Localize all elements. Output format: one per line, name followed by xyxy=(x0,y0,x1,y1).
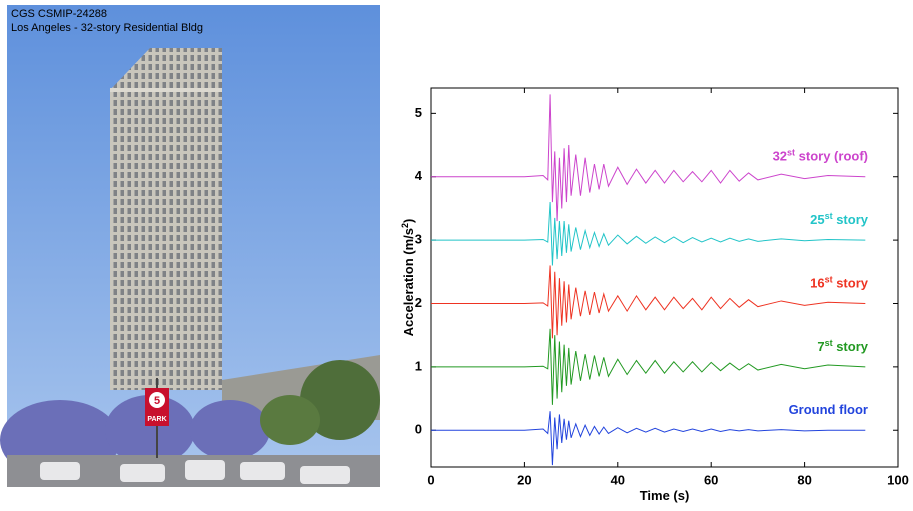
x-tick-label: 40 xyxy=(611,472,625,487)
y-tick-label: 4 xyxy=(415,168,423,183)
legend-label-part: 7 xyxy=(817,339,824,354)
legend-label-part: story xyxy=(833,275,869,290)
y-axis-label-part: 2 xyxy=(400,223,410,228)
x-tick-label: 20 xyxy=(517,472,531,487)
x-tick-label: 80 xyxy=(797,472,811,487)
sign-text: PARK xyxy=(147,416,166,423)
cars xyxy=(40,460,350,484)
legend-label: 32st story (roof) xyxy=(773,148,868,164)
legend-label-part: 32 xyxy=(773,149,787,164)
legend-label: 16st story xyxy=(810,274,869,290)
sign-circle xyxy=(149,392,165,408)
y-tick-label: 3 xyxy=(415,232,422,247)
legend-label-part: 16 xyxy=(810,275,824,290)
legend-label: 25st story xyxy=(810,211,869,227)
legend-label-part: story xyxy=(833,339,869,354)
tower-top xyxy=(110,88,222,92)
legend-label-part: st xyxy=(825,338,833,348)
series-line xyxy=(431,328,866,405)
legend-label-part: story xyxy=(833,212,869,227)
legend-label-part: st xyxy=(787,148,795,158)
series-line xyxy=(431,202,866,266)
photo: 5 PARK CGS CSMIP-24288 Los Angeles - 32-… xyxy=(0,5,380,487)
x-tick-label: 0 xyxy=(427,472,434,487)
axes-box xyxy=(430,87,899,468)
legend-label-part: story (roof) xyxy=(795,149,868,164)
series-line xyxy=(431,94,866,222)
caption: CGS CSMIP-24288 xyxy=(11,8,107,20)
y-tick-label: 1 xyxy=(415,358,422,373)
legend-label: Ground floor xyxy=(789,402,868,417)
legend-label: 7st story xyxy=(817,338,868,354)
legend-label-part: st xyxy=(825,211,833,221)
y-axis-label: Acceleration (m/s2) xyxy=(400,219,416,337)
legend-label-part: Ground floor xyxy=(789,402,868,417)
series-line xyxy=(431,411,866,466)
tower xyxy=(110,48,222,390)
y-tick-label: 5 xyxy=(415,105,422,120)
y-tick-label: 0 xyxy=(415,422,422,437)
y-axis-label-part: ) xyxy=(401,219,416,223)
x-tick-label: 60 xyxy=(704,472,718,487)
y-axis-label-part: Acceleration (m/s xyxy=(401,228,416,336)
y-tick-label: 2 xyxy=(415,295,422,310)
legend-label-part: 25 xyxy=(810,212,824,227)
series-line xyxy=(431,265,866,339)
x-axis-label: Time (s) xyxy=(640,488,690,503)
caption: Los Angeles - 32-story Residential Bldg xyxy=(11,22,203,34)
sign-number: 5 xyxy=(154,395,160,407)
x-tick-label: 100 xyxy=(887,472,909,487)
legend-label-part: st xyxy=(825,274,833,284)
